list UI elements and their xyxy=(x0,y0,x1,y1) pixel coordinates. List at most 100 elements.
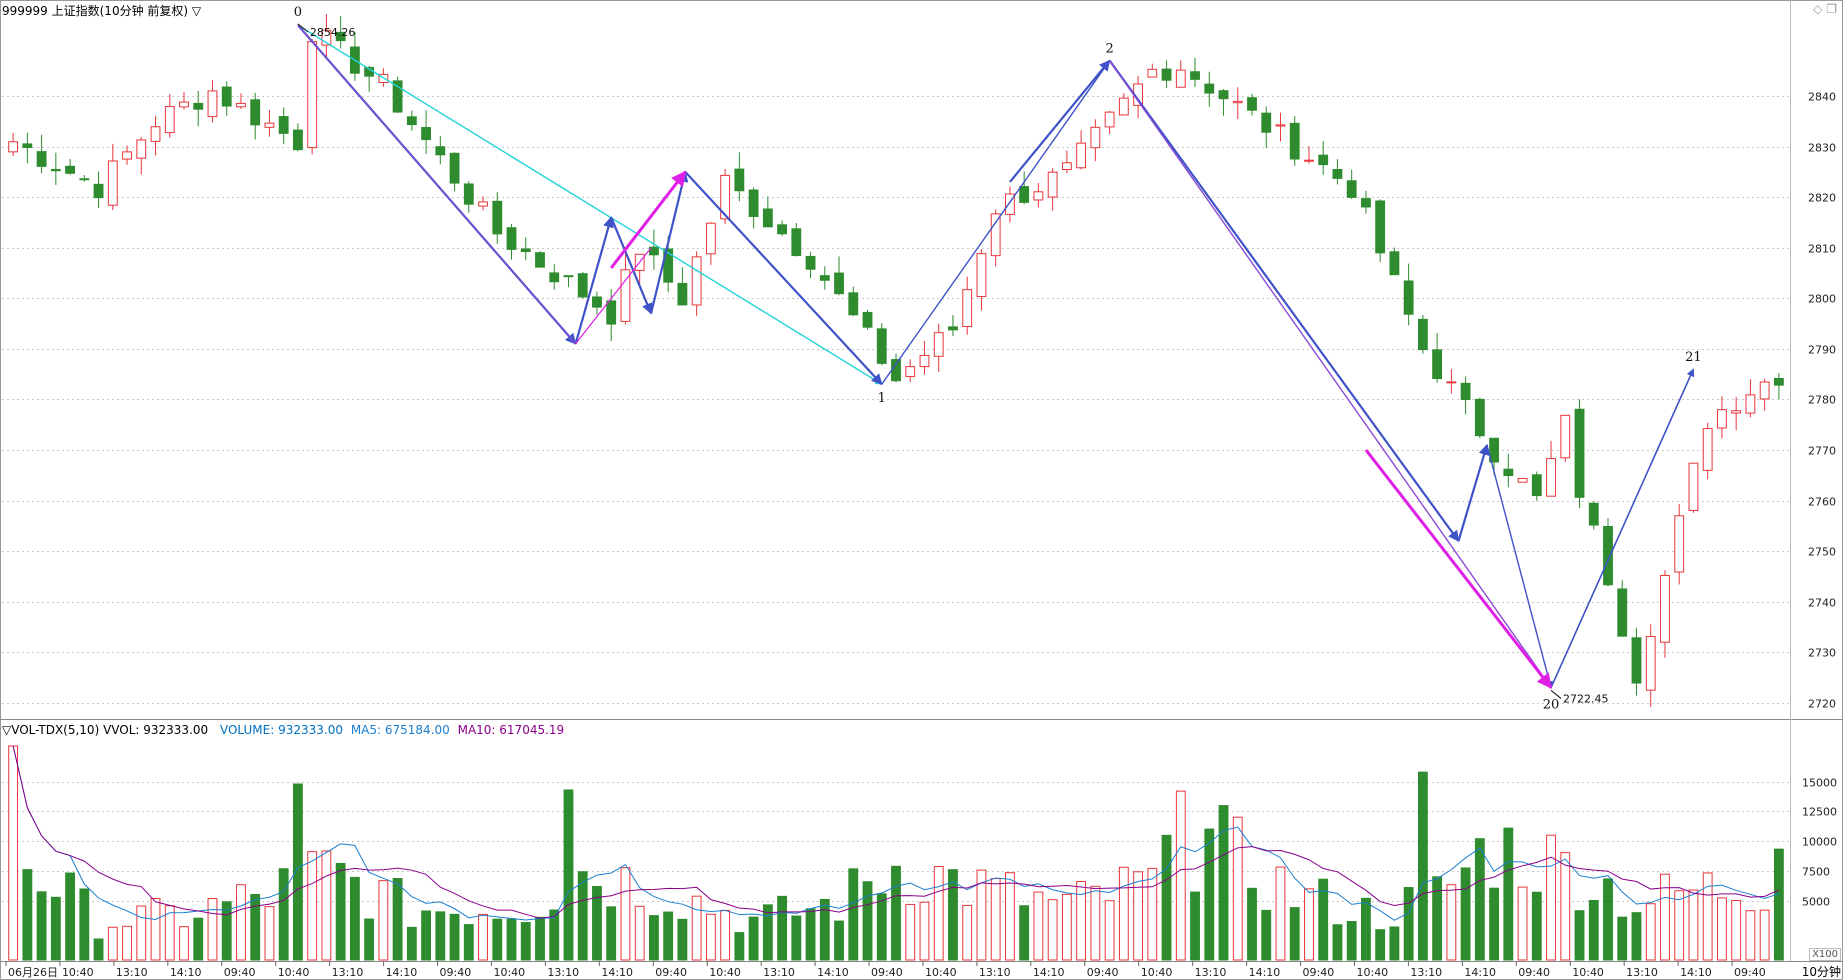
volume-bar-up xyxy=(1560,852,1571,961)
volume-bar-down xyxy=(221,901,232,961)
volume-bar-down xyxy=(36,891,47,961)
time-tick-label: 14:10 xyxy=(1464,966,1496,979)
price-tick-label: 2730 xyxy=(1808,647,1836,660)
volume-bar-up xyxy=(107,926,118,961)
volume-bar-down xyxy=(862,881,873,961)
candle-up xyxy=(933,332,944,357)
candle-up xyxy=(620,269,631,322)
candle-down xyxy=(79,178,90,181)
window-controls[interactable]: ◇ ❐ xyxy=(1813,2,1837,16)
candle-down xyxy=(1417,318,1428,351)
trend-line-blue xyxy=(1457,443,1490,542)
candle-up xyxy=(905,366,916,377)
volume-bar-down xyxy=(1631,912,1642,961)
volume-bar-up xyxy=(1674,890,1685,961)
candle-down xyxy=(1346,180,1357,198)
time-tick-label: 10:40 xyxy=(1572,966,1604,979)
diamond-icon[interactable]: ◇ xyxy=(1813,2,1823,16)
time-tick-label: 09:40 xyxy=(1734,966,1766,979)
volume-bar-down xyxy=(876,893,887,961)
candle-down xyxy=(1773,377,1784,386)
volume-bar-down xyxy=(349,876,360,961)
volume-multiplier: X100 xyxy=(1809,948,1841,961)
volume-bar-down xyxy=(805,908,816,961)
volume-bar-down xyxy=(421,910,431,961)
volume-bar-up xyxy=(8,745,19,961)
volume-bar-up xyxy=(378,880,389,961)
pivot-label: 20 xyxy=(1543,697,1560,712)
volume-bar-down xyxy=(848,868,859,961)
candle-down xyxy=(1261,112,1272,133)
volume-bar-down xyxy=(791,915,802,961)
volume-bar-down xyxy=(606,906,617,961)
time-tick-label: 14:10 xyxy=(817,966,849,979)
trend-line-blue xyxy=(881,60,1111,385)
candle-down xyxy=(1204,83,1215,94)
volume-bar-down xyxy=(22,869,33,961)
volume-bar-up xyxy=(1090,885,1101,961)
price-tick-label: 2830 xyxy=(1808,142,1836,155)
time-tick-label: 10:40 xyxy=(1141,966,1173,979)
volume-bar-down xyxy=(492,918,503,961)
candle-down xyxy=(520,248,531,253)
volume-bar-down xyxy=(335,862,346,961)
volume-bar-up xyxy=(1688,889,1699,961)
high-annotation-leader xyxy=(297,23,309,33)
candle-down xyxy=(1631,637,1642,684)
trend-line-purple xyxy=(297,24,577,345)
ma5-label: MA5: 675184.00 xyxy=(350,723,450,737)
volume-bar-down xyxy=(1603,878,1613,961)
volume-bar-down xyxy=(1460,867,1471,961)
trend-line-magenta xyxy=(1364,449,1553,689)
high-annotation-label: 2854.26 xyxy=(310,26,356,39)
candle-up xyxy=(136,139,147,159)
trend-line-cyan xyxy=(297,24,883,385)
price-tick-label: 2810 xyxy=(1808,243,1836,256)
candle-down xyxy=(1389,251,1400,276)
candle-up xyxy=(1702,428,1713,471)
trend-line-magenta xyxy=(610,170,687,269)
price-tick-label: 2770 xyxy=(1808,445,1836,458)
candle-up xyxy=(1660,574,1670,643)
time-tick-label: 13:10 xyxy=(1410,966,1442,979)
volume-bar-down xyxy=(1361,897,1371,961)
candle-down xyxy=(848,292,859,316)
timeframe-label[interactable]: 10分钟 xyxy=(1801,965,1841,979)
time-tick-label: 09:40 xyxy=(224,966,256,979)
volume-bar-down xyxy=(663,911,674,961)
volume-indicator-label[interactable]: ▽VOL-TDX(5,10) VVOL: 932333.00 xyxy=(2,723,209,737)
volume-bar-up xyxy=(179,926,189,961)
volume-bar-down xyxy=(392,878,403,961)
candle-down xyxy=(834,272,844,295)
volume-bar-up xyxy=(962,904,973,961)
volume-bar-down xyxy=(649,915,659,961)
candle-down xyxy=(1474,398,1485,437)
window-restore-icon[interactable]: ❐ xyxy=(1826,2,1837,16)
volume-bar-down xyxy=(449,913,460,961)
candle-down xyxy=(563,275,574,278)
volume-bar-down xyxy=(1318,878,1329,961)
candle-down xyxy=(649,246,659,256)
volume-bar-up xyxy=(1517,886,1528,961)
candle-down xyxy=(1161,68,1172,81)
volume-bar-up xyxy=(1147,867,1158,961)
volume-bar-up xyxy=(1133,871,1143,961)
volume-ma10-line xyxy=(12,745,1780,919)
volume-bar-up xyxy=(1702,872,1713,961)
candle-up xyxy=(1304,159,1314,162)
candle-up xyxy=(1745,394,1756,414)
volume-bar-down xyxy=(1289,907,1300,961)
volume-bar-down xyxy=(1617,916,1628,961)
volume-bar-down xyxy=(406,926,417,961)
candle-up xyxy=(478,201,488,207)
trend-line-purple xyxy=(1109,60,1552,689)
candle-up xyxy=(1759,381,1770,400)
candle-down xyxy=(535,252,545,268)
volume-bar-down xyxy=(1019,905,1030,961)
volume-bar-down xyxy=(891,865,901,961)
volume-bar-down xyxy=(364,918,375,961)
candle-up xyxy=(207,90,218,118)
